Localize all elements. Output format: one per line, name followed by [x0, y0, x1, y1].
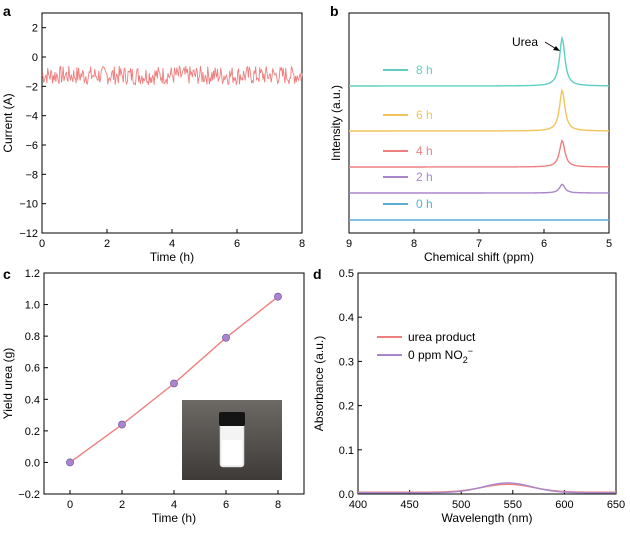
x-tick-label: 2: [119, 499, 125, 511]
x-tick-label: 9: [346, 238, 352, 250]
y-axis-label: Absorbance (a.u.): [312, 336, 326, 431]
y-tick-label: 0.4: [25, 394, 40, 406]
legend-label-2h: 2 h: [416, 170, 433, 184]
panel-letter-a: a: [3, 3, 11, 19]
x-tick-label: 0: [39, 238, 45, 250]
x-tick-label: 400: [349, 499, 367, 511]
panel-a-current-vs-time: 0 2 4 6 8 2 0 −2 −4 −6 −8 −10 −12 Time (h) Current (A): [1, 12, 305, 264]
y-tick-label: 0.2: [25, 426, 40, 438]
y-tick-label: 0.8: [25, 331, 40, 343]
x-tick-label: 4: [169, 238, 175, 250]
y-tick-label: 1.0: [25, 300, 40, 312]
x-tick-label: 8: [411, 238, 417, 250]
y-tick-label: 0.6: [25, 363, 40, 375]
panel-letter-d: d: [313, 266, 322, 282]
y-tick-label: 0: [32, 52, 38, 64]
y-tick-label: −4: [25, 111, 38, 123]
y-tick-label: 0.1: [339, 445, 354, 457]
series-line-6h: [349, 88, 609, 132]
y-tick-label: −8: [25, 169, 38, 181]
plot-frame: [41, 12, 303, 234]
y-tick-label: 0.0: [339, 489, 354, 501]
inset-vial-powder: [222, 440, 242, 465]
x-tick-label: 500: [452, 499, 470, 511]
panel-letter-b: b: [330, 3, 339, 19]
inset-vial-cap: [219, 412, 245, 426]
data-point: [274, 292, 282, 301]
x-tick-label: 0: [67, 499, 73, 511]
plot-frame: [348, 12, 610, 234]
y-tick-label: 1.2: [25, 268, 40, 280]
series-0ppm-no2-line: [358, 482, 616, 494]
legend-label-0h: 0 h: [416, 197, 433, 211]
data-point: [118, 420, 126, 429]
series-line-2h: [349, 183, 609, 194]
y-tick-label: 0.0: [25, 457, 40, 469]
x-tick-label: 6: [223, 499, 229, 511]
y-tick-label: −2: [25, 81, 38, 93]
y-axis-label: Intensity (a.u.): [329, 85, 343, 161]
y-tick-label: 0.3: [339, 356, 354, 368]
legend-label-8h: 8 h: [416, 63, 433, 77]
panel-letter-c: c: [3, 266, 11, 282]
x-tick-label: 5: [606, 238, 612, 250]
x-tick-label: 450: [400, 499, 418, 511]
plot-frame: [357, 272, 617, 495]
y-tick-label: −10: [19, 199, 38, 211]
x-tick-label: 650: [607, 499, 625, 511]
panel-b-nmr-spectra: 9 8 7 6 5 Chemical shift (ppm) Intensity (a.u.…: [329, 12, 612, 264]
x-axis-label: Wavelength (nm): [442, 511, 533, 525]
y-tick-label: 0.4: [339, 312, 354, 324]
x-tick-label: 7: [476, 238, 482, 250]
x-tick-label: 8: [299, 238, 305, 250]
x-tick-label: 2: [104, 238, 110, 250]
x-tick-label: 550: [504, 499, 522, 511]
x-tick-label: 600: [555, 499, 573, 511]
legend-label-6h: 6 h: [416, 108, 433, 122]
x-axis-label: Time (h): [152, 511, 196, 525]
data-point: [66, 458, 74, 467]
y-tick-label: −12: [19, 228, 38, 240]
legend-label-4h: 4 h: [416, 144, 433, 158]
data-point: [222, 333, 230, 342]
x-axis-label: Chemical shift (ppm): [424, 250, 534, 264]
annotation-urea: Urea: [512, 35, 538, 49]
x-axis-label: Time (h): [150, 250, 194, 264]
x-tick-label: 4: [171, 499, 177, 511]
x-tick-label: 8: [275, 499, 281, 511]
y-tick-label: −0.2: [18, 489, 40, 501]
panel-c-yield-vs-time: 0 2 4 6 8 1.2 1.0 0.8 0.6 0.4 0.2 0.0 −0.2 Time (h) Yi…: [1, 268, 305, 525]
x-tick-label: 6: [541, 238, 547, 250]
data-point: [170, 379, 178, 388]
y-axis-label: Current (A): [1, 93, 15, 152]
y-tick-label: 0.2: [339, 401, 354, 413]
annotation-arrowhead: [553, 46, 560, 51]
x-tick-label: 6: [234, 238, 240, 250]
series-line-8h: [349, 35, 610, 87]
y-tick-label: 2: [32, 23, 38, 35]
legend-label-urea-product: urea product: [408, 330, 476, 344]
series-current-line: [41, 64, 303, 86]
series-line-4h: [349, 139, 609, 168]
y-axis-label: Yield urea (g): [1, 348, 15, 420]
legend-label-0ppm-no2: 0 ppm NO2−: [408, 346, 473, 365]
panel-d-absorbance-spectra: 400 450 500 550 600 650 0.5 0.4 0.3 0.2 0.1 0.0 Wave…: [312, 268, 625, 525]
y-tick-label: 0.5: [339, 268, 354, 280]
y-tick-label: −6: [25, 140, 38, 152]
